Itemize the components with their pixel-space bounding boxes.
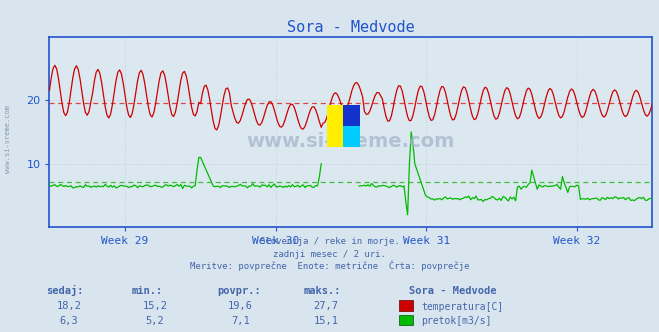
Text: maks.:: maks.: <box>303 286 341 296</box>
Text: zadnji mesec / 2 uri.: zadnji mesec / 2 uri. <box>273 250 386 259</box>
Text: 7,1: 7,1 <box>231 316 250 326</box>
Text: Meritve: povprečne  Enote: metrične  Črta: povprečje: Meritve: povprečne Enote: metrične Črta:… <box>190 261 469 271</box>
Title: Sora - Medvode: Sora - Medvode <box>287 20 415 35</box>
Text: Slovenija / reke in morje.: Slovenija / reke in morje. <box>260 237 399 246</box>
Text: www.si-vreme.com: www.si-vreme.com <box>5 106 11 173</box>
Text: temperatura[C]: temperatura[C] <box>421 302 503 312</box>
Text: 18,2: 18,2 <box>57 301 82 311</box>
Text: 6,3: 6,3 <box>60 316 78 326</box>
Text: 5,2: 5,2 <box>146 316 164 326</box>
Bar <box>343 105 360 126</box>
Text: 19,6: 19,6 <box>228 301 253 311</box>
Text: www.si-vreme.com: www.si-vreme.com <box>246 132 455 151</box>
Text: povpr.:: povpr.: <box>217 286 261 296</box>
Bar <box>343 126 360 147</box>
Text: 27,7: 27,7 <box>314 301 339 311</box>
Text: 15,2: 15,2 <box>142 301 167 311</box>
Bar <box>327 105 343 147</box>
Text: Sora - Medvode: Sora - Medvode <box>409 286 496 296</box>
Text: pretok[m3/s]: pretok[m3/s] <box>421 316 492 326</box>
Text: 15,1: 15,1 <box>314 316 339 326</box>
Text: sedaj:: sedaj: <box>46 285 84 296</box>
Text: min.:: min.: <box>132 286 163 296</box>
